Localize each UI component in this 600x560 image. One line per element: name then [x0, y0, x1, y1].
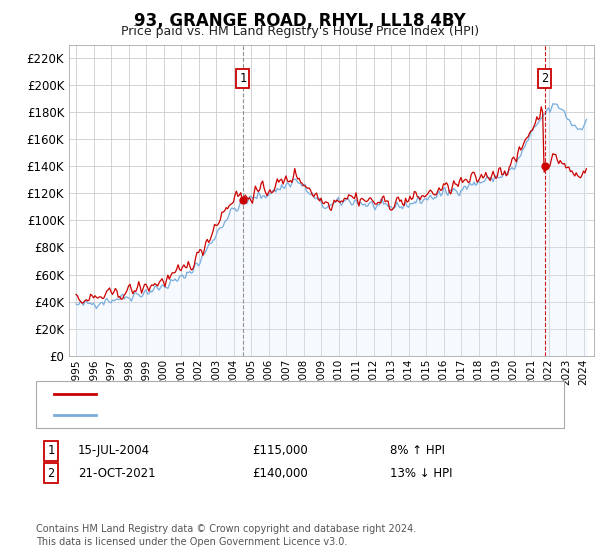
Text: 21-OCT-2021: 21-OCT-2021 [78, 466, 155, 480]
Text: 1: 1 [239, 72, 247, 85]
Text: 1: 1 [47, 444, 55, 458]
Text: £140,000: £140,000 [252, 466, 308, 480]
Text: 2: 2 [541, 72, 548, 85]
Text: 13% ↓ HPI: 13% ↓ HPI [390, 466, 452, 480]
Text: 2: 2 [47, 466, 55, 480]
Text: Contains HM Land Registry data © Crown copyright and database right 2024.
This d: Contains HM Land Registry data © Crown c… [36, 524, 416, 547]
Text: HPI: Average price, semi-detached house, Denbighshire: HPI: Average price, semi-detached house,… [105, 410, 423, 420]
Text: 93, GRANGE ROAD, RHYL, LL18 4BY: 93, GRANGE ROAD, RHYL, LL18 4BY [134, 12, 466, 30]
Text: 93, GRANGE ROAD, RHYL, LL18 4BY (semi-detached house): 93, GRANGE ROAD, RHYL, LL18 4BY (semi-de… [105, 389, 443, 399]
Text: £115,000: £115,000 [252, 444, 308, 458]
Text: 8% ↑ HPI: 8% ↑ HPI [390, 444, 445, 458]
Text: Price paid vs. HM Land Registry's House Price Index (HPI): Price paid vs. HM Land Registry's House … [121, 25, 479, 38]
Text: 15-JUL-2004: 15-JUL-2004 [78, 444, 150, 458]
